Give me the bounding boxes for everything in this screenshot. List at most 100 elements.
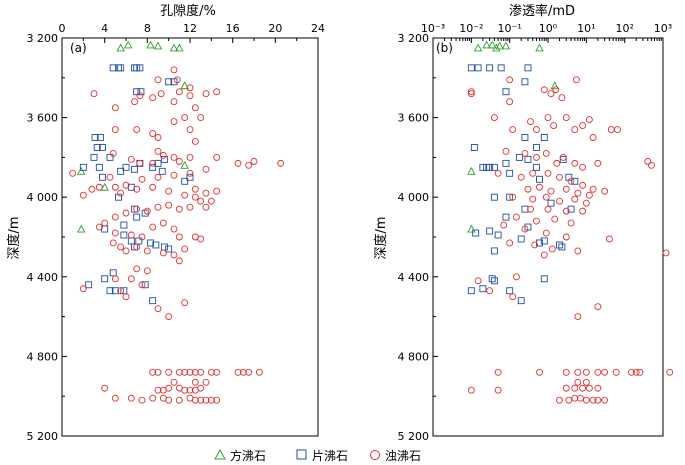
panel-a-point-laumontite [197, 368, 205, 376]
panel-b-point-heulandite [474, 64, 482, 72]
panel-b-point-laumontite [467, 88, 475, 96]
panel-a-x-tick-label: 24 [311, 22, 325, 35]
panel-b-point-analcime [487, 40, 497, 49]
panel-a-point-heulandite [96, 134, 104, 141]
panel-a-point-laumontite [111, 229, 119, 237]
panel-a-point-laumontite [165, 396, 173, 404]
legend-label-laumontite: 浊沸石 [385, 449, 421, 463]
panel-b-point-heulandite [506, 169, 514, 177]
panel-b-point-laumontite [612, 368, 620, 376]
panel-a-y-tick-label: 4 800 [27, 350, 59, 363]
panel-b-point-heulandite [472, 229, 480, 237]
panel-a-point-laumontite [186, 126, 194, 133]
panel-b-x-tick-label: 10⁻¹ [498, 22, 522, 35]
panel-b-point-laumontite [506, 239, 514, 247]
panel-b-point-laumontite [548, 245, 556, 253]
panel-a-point-heulandite [93, 143, 101, 151]
panel-a-point-laumontite [170, 98, 178, 106]
panel-b-point-laumontite [529, 169, 537, 177]
panel-a-point-laumontite [149, 368, 157, 376]
panel-a-point-heulandite [122, 163, 130, 171]
panel-a-point-heulandite [141, 281, 149, 289]
panel-a-point-analcime [175, 43, 184, 52]
panel-a-point-laumontite [213, 396, 221, 404]
panel-b-point-heulandite [540, 275, 548, 283]
panel-b-point-laumontite [521, 149, 529, 157]
panel-a-point-laumontite [213, 153, 221, 161]
panel-a-point-analcime [146, 40, 155, 49]
panel-b-point-laumontite [551, 215, 559, 223]
panel-b-point-laumontite [567, 219, 575, 227]
panel-a-point-laumontite [186, 153, 194, 161]
panel-b-point-laumontite [524, 185, 532, 193]
panel-a-x-axis-title: 孔隙度/% [160, 3, 216, 19]
panel-a-y-tick-label: 4 400 [27, 271, 59, 284]
panel-b-point-laumontite [542, 149, 550, 157]
panel-a-point-laumontite [175, 205, 183, 213]
panel-b-y-tick-label: 4 800 [398, 350, 430, 363]
panel-a-point-laumontite [106, 173, 114, 181]
panel-a-point-laumontite [191, 104, 199, 112]
panel-b-point-heulandite [533, 143, 540, 151]
panel-a-point-heulandite [160, 155, 168, 163]
panel-b-point-laumontite [533, 126, 540, 133]
panel-a-x-tick-label: 8 [144, 22, 151, 35]
panel-b-point-heulandite [486, 163, 494, 171]
panel-b-point-analcime [550, 81, 560, 90]
panel-b-point-laumontite [579, 163, 587, 171]
panel-a-point-laumontite [175, 396, 183, 404]
panel-a-point-laumontite [159, 151, 167, 159]
panel-a-point-heulandite [117, 167, 125, 175]
panel-a-point-heulandite [120, 231, 128, 239]
panel-b-point-laumontite [494, 169, 502, 177]
panel-b-point-heulandite [488, 275, 496, 283]
panel-b-point-laumontite [550, 122, 558, 130]
panel-a-point-laumontite [149, 94, 157, 102]
panel-a-point-laumontite [191, 368, 199, 376]
panel-a-point-laumontite [111, 183, 119, 191]
panel-b-point-analcime [501, 41, 511, 50]
panel-b-plot-frame [432, 37, 664, 437]
panel-a-point-laumontite [69, 169, 77, 177]
panel-b-point-laumontite [521, 225, 529, 233]
panel-a-point-heulandite [152, 241, 160, 249]
panel-b-point-laumontite [556, 173, 563, 181]
panel-a-point-laumontite [175, 157, 183, 165]
panel-b-point-analcime [467, 166, 476, 175]
panel-a-point-laumontite [109, 239, 117, 247]
panel-b-point-heulandite [517, 235, 525, 243]
panel-a-point-heulandite [165, 78, 173, 86]
panel-b-point-laumontite [582, 396, 590, 404]
panel-b-x-tick-label: 10³ [654, 22, 672, 35]
panel-b-point-laumontite [509, 126, 517, 133]
panel-a-point-laumontite [111, 275, 119, 283]
panel-a-point-heulandite [154, 159, 162, 167]
panel-a-point-laumontite [138, 396, 146, 404]
panel-b-y-axis-title: 深度/m [373, 216, 389, 259]
panel-a-point-laumontite [149, 394, 157, 402]
panel-a-point-laumontite [202, 203, 210, 211]
panel-b-y-tick-label: 3 200 [398, 32, 430, 45]
panel-b-y-tick-label: 5 200 [398, 430, 430, 443]
panel-a-porosity: 孔隙度/% (a) 0 4 8 12 16 20 24 3 200 3 600 4 000 4 40… [27, 3, 326, 443]
panel-b-label: (b) [436, 41, 453, 55]
panel-b-point-laumontite [594, 368, 602, 376]
panel-a-point-laumontite [136, 159, 144, 167]
panel-b-point-laumontite [579, 384, 587, 392]
panel-a-y-tick-label: 4 000 [27, 191, 59, 204]
panel-b-point-laumontite [512, 273, 520, 281]
panel-b-point-laumontite [601, 368, 609, 376]
panel-b-point-laumontite [544, 205, 552, 213]
panel-a-point-heulandite [131, 205, 138, 213]
panel-a-point-heulandite [136, 64, 144, 72]
panel-a-point-laumontite [133, 126, 141, 133]
panel-b-point-heulandite [506, 287, 514, 295]
panel-b-point-heulandite [506, 193, 514, 201]
panel-a-point-laumontite [202, 90, 210, 98]
panel-a-point-laumontite [122, 293, 130, 301]
panel-b-point-laumontite [533, 217, 540, 225]
panel-a-point-laumontite [157, 90, 165, 98]
panel-a-point-heulandite [181, 177, 189, 185]
panel-a-point-laumontite [88, 185, 96, 193]
panel-b-point-laumontite [562, 185, 570, 193]
